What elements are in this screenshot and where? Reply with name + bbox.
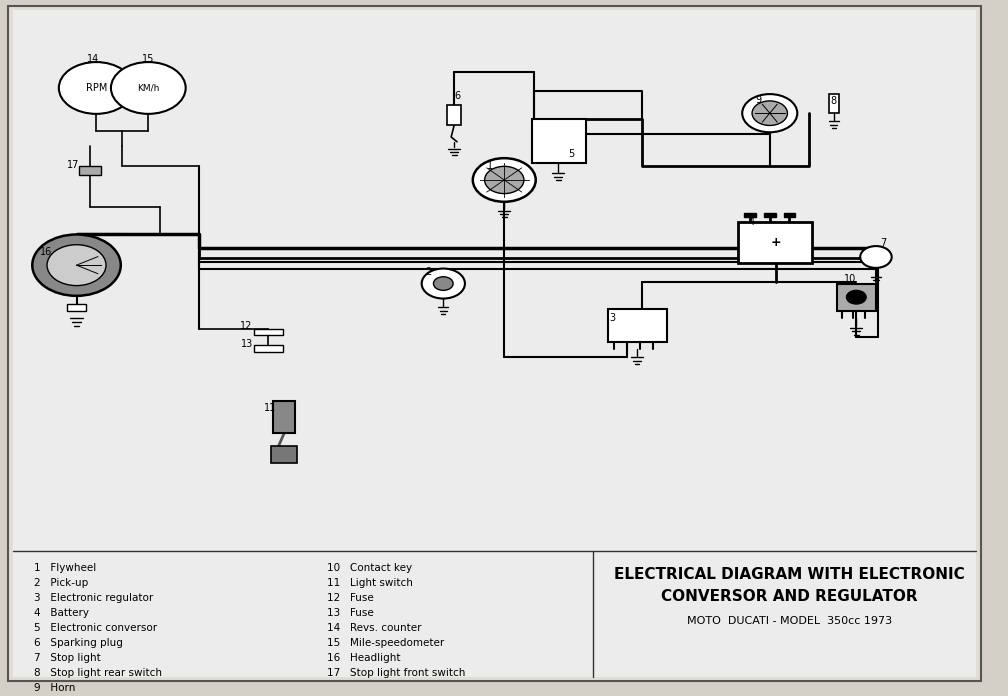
Text: KM/h: KM/h bbox=[137, 84, 159, 93]
Text: 1   Flywheel: 1 Flywheel bbox=[34, 563, 97, 573]
Text: 14   Revs. counter: 14 Revs. counter bbox=[328, 623, 421, 633]
Text: 16   Headlight: 16 Headlight bbox=[328, 653, 401, 663]
Circle shape bbox=[421, 269, 465, 299]
Text: ELECTRICAL DIAGRAM WITH ELECTRONIC: ELECTRICAL DIAGRAM WITH ELECTRONIC bbox=[614, 567, 965, 582]
FancyBboxPatch shape bbox=[829, 94, 839, 113]
Text: 17: 17 bbox=[68, 160, 80, 170]
FancyBboxPatch shape bbox=[764, 214, 776, 217]
Text: 9: 9 bbox=[755, 95, 761, 104]
Text: 6: 6 bbox=[454, 91, 460, 101]
FancyBboxPatch shape bbox=[744, 214, 756, 217]
Text: +: + bbox=[770, 236, 781, 249]
Text: 8   Stop light rear switch: 8 Stop light rear switch bbox=[34, 668, 162, 678]
Text: 12   Fuse: 12 Fuse bbox=[328, 593, 374, 603]
FancyBboxPatch shape bbox=[532, 118, 586, 163]
Text: 2   Pick-up: 2 Pick-up bbox=[34, 578, 89, 588]
Text: 3   Electronic regulator: 3 Electronic regulator bbox=[34, 593, 153, 603]
Circle shape bbox=[473, 158, 535, 202]
Text: 15   Mile-speedometer: 15 Mile-speedometer bbox=[328, 638, 445, 648]
FancyBboxPatch shape bbox=[837, 283, 876, 311]
Text: 4: 4 bbox=[749, 217, 755, 227]
Text: 16: 16 bbox=[40, 246, 52, 257]
Text: RPM: RPM bbox=[86, 83, 107, 93]
Text: 15: 15 bbox=[142, 54, 154, 63]
Text: 9   Horn: 9 Horn bbox=[34, 683, 76, 693]
FancyBboxPatch shape bbox=[254, 329, 283, 335]
Circle shape bbox=[860, 246, 892, 268]
Text: 5: 5 bbox=[568, 149, 575, 159]
FancyBboxPatch shape bbox=[271, 445, 296, 463]
Text: 12: 12 bbox=[241, 322, 253, 331]
Circle shape bbox=[742, 94, 797, 132]
Circle shape bbox=[752, 101, 787, 125]
Text: 3: 3 bbox=[610, 313, 616, 323]
Text: 10   Contact key: 10 Contact key bbox=[328, 563, 412, 573]
Text: 1: 1 bbox=[487, 161, 493, 171]
FancyBboxPatch shape bbox=[80, 166, 101, 175]
Text: CONVERSOR AND REGULATOR: CONVERSOR AND REGULATOR bbox=[661, 589, 917, 604]
Text: 4   Battery: 4 Battery bbox=[34, 608, 90, 618]
Text: 14: 14 bbox=[87, 54, 100, 63]
FancyBboxPatch shape bbox=[738, 222, 812, 263]
Circle shape bbox=[47, 245, 106, 285]
Text: 11   Light switch: 11 Light switch bbox=[328, 578, 413, 588]
FancyBboxPatch shape bbox=[13, 10, 977, 677]
FancyBboxPatch shape bbox=[254, 345, 283, 351]
FancyBboxPatch shape bbox=[448, 105, 461, 125]
Circle shape bbox=[433, 277, 454, 290]
Text: 6   Sparking plug: 6 Sparking plug bbox=[34, 638, 123, 648]
Text: 13   Fuse: 13 Fuse bbox=[328, 608, 374, 618]
Text: 17   Stop light front switch: 17 Stop light front switch bbox=[328, 668, 466, 678]
Text: 13: 13 bbox=[241, 338, 253, 349]
FancyBboxPatch shape bbox=[8, 6, 981, 681]
Text: MOTO  DUCATI - MODEL  350cc 1973: MOTO DUCATI - MODEL 350cc 1973 bbox=[686, 616, 892, 626]
Text: 10: 10 bbox=[845, 274, 857, 284]
Circle shape bbox=[111, 62, 185, 114]
Text: 2: 2 bbox=[425, 267, 431, 277]
Circle shape bbox=[32, 235, 121, 296]
Text: 5   Electronic conversor: 5 Electronic conversor bbox=[34, 623, 157, 633]
Circle shape bbox=[485, 166, 524, 193]
FancyBboxPatch shape bbox=[67, 304, 87, 311]
Text: 8: 8 bbox=[831, 96, 837, 106]
FancyBboxPatch shape bbox=[608, 310, 666, 342]
Circle shape bbox=[58, 62, 133, 114]
FancyBboxPatch shape bbox=[783, 214, 795, 217]
Text: 11: 11 bbox=[264, 403, 276, 413]
Text: 7   Stop light: 7 Stop light bbox=[34, 653, 101, 663]
Text: 7: 7 bbox=[880, 238, 886, 248]
FancyBboxPatch shape bbox=[273, 401, 294, 434]
Circle shape bbox=[847, 290, 866, 304]
